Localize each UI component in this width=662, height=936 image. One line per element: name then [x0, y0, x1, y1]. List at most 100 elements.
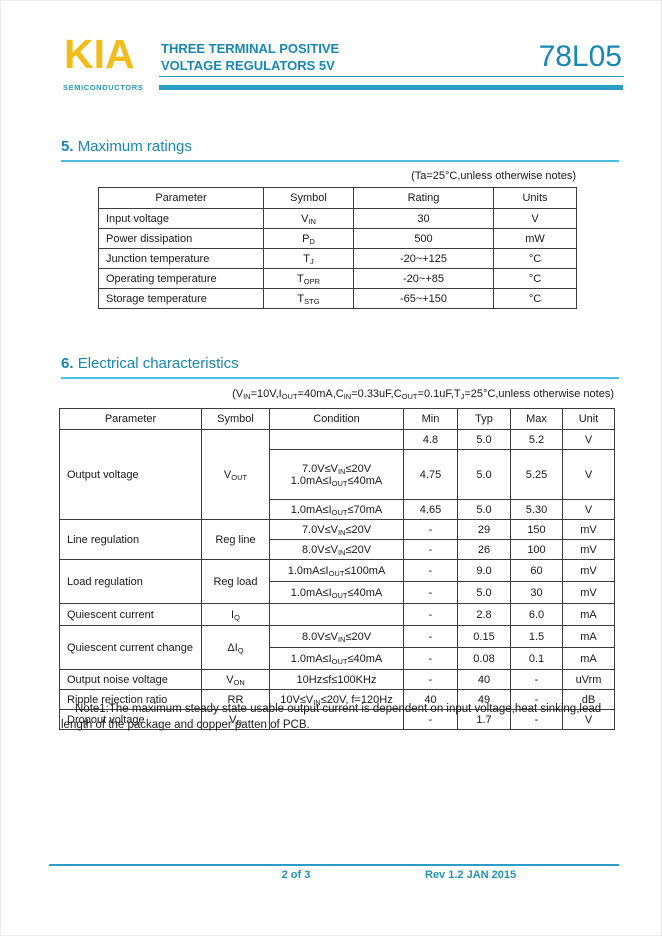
part-number: 78L05: [538, 40, 622, 73]
parameter-cell: Power dissipation: [98, 228, 264, 249]
max-cell: 5.25: [510, 449, 563, 500]
parameter-cell: Dropout voltage: [59, 709, 202, 730]
condition-cell: 10Hz≤f≤100KHz: [269, 669, 404, 690]
footer-revision: Rev 1.2 JAN 2015: [425, 869, 517, 881]
symbol-cell: PD: [263, 228, 354, 249]
table-header-row: Parameter Symbol Condition Min Typ Max U…: [59, 408, 615, 430]
table-row: Power dissipation PD 500 mW: [98, 228, 577, 249]
unit-cell: V: [562, 429, 615, 450]
unit-cell: mA: [562, 603, 615, 626]
condition-cell: [269, 429, 404, 450]
min-cell: -: [403, 625, 458, 648]
header-thin-rule: [159, 76, 624, 77]
unit-cell: V: [562, 499, 615, 520]
typ-cell: 0.15: [457, 625, 511, 648]
max-cell: 6.0: [510, 603, 563, 626]
parameter-cell: Junction temperature: [98, 248, 264, 269]
column-header-parameter: Parameter: [59, 408, 202, 430]
footer-page-number: 2 of 3: [281, 869, 311, 881]
electrical-characteristics-table: Parameter Symbol Condition Min Typ Max U…: [59, 408, 615, 730]
symbol-cell: TOPR: [263, 268, 354, 289]
max-ratings-condition-note: (Ta=25°C,unless otherwise notes): [411, 170, 576, 182]
parameter-cell: Line regulation: [59, 519, 202, 560]
parameter-cell: Input voltage: [98, 208, 264, 229]
typ-cell: 2.8: [457, 603, 511, 626]
parameter-cell: Output noise voltage: [59, 669, 202, 690]
brand-logo-subtitle: SEMICONDUCTORS: [63, 83, 144, 92]
unit-cell: mA: [562, 625, 615, 648]
max-cell: 5.30: [510, 499, 563, 520]
condition-cell: 7.0V≤VIN≤20V: [269, 519, 404, 540]
table-row: Ripple rejection ratio RR 10V≤VIN≤20V, f…: [59, 689, 615, 710]
rating-cell: -65~+150: [353, 288, 494, 309]
document-title-line1: THREE TERMINAL POSITIVE: [161, 41, 340, 56]
typ-cell: 9.0: [457, 559, 511, 582]
document-title-line2: VOLTAGE REGULATORS 5V: [161, 57, 335, 73]
max-cell: -: [510, 709, 563, 730]
units-cell: °C: [493, 268, 577, 289]
symbol-cell: IQ: [201, 603, 270, 626]
symbol-cell: ΔIQ: [201, 625, 270, 670]
max-cell: 5.2: [510, 429, 563, 450]
table-row: Line regulation Reg line 7.0V≤VIN≤20V - …: [59, 519, 615, 560]
header-thick-rule: [159, 85, 623, 90]
max-cell: -: [510, 669, 563, 690]
units-cell: mW: [493, 228, 577, 249]
condition-cell: 1.0mA≤IOUT≤100mA: [269, 559, 404, 582]
units-cell: V: [493, 208, 577, 229]
condition-cell: 1.0mA≤IOUT≤70mA: [269, 499, 404, 520]
section-number: 6.: [61, 355, 74, 372]
unit-cell: mV: [562, 581, 615, 604]
rating-cell: -20~+125: [353, 248, 494, 269]
parameter-cell: Storage temperature: [98, 288, 264, 309]
unit-cell: uVrm: [562, 669, 615, 690]
min-cell: -: [403, 581, 458, 604]
max-cell: 150: [510, 519, 563, 540]
column-header-rating: Rating: [353, 187, 494, 209]
column-header-max: Max: [510, 408, 563, 430]
min-cell: -: [403, 539, 458, 560]
min-cell: -: [403, 559, 458, 582]
table-row: 1.0mA≤IOUT≤70mA 4.65 5.0 5.30 V: [60, 499, 615, 520]
max-cell: 0.1: [510, 647, 563, 670]
column-header-condition: Condition: [269, 408, 404, 430]
typ-cell: 29: [457, 519, 511, 540]
min-cell: -: [403, 603, 458, 626]
parameter-cell: Output voltage: [59, 429, 202, 520]
min-cell: 4.65: [403, 499, 458, 520]
condition-cell: 1.0mA≤IOUT≤40mA: [269, 581, 404, 604]
symbol-cell: VIN: [263, 208, 354, 229]
units-cell: °C: [493, 248, 577, 269]
column-header-symbol: Symbol: [201, 408, 270, 430]
brand-logo: KIA: [64, 31, 135, 77]
rating-cell: 500: [353, 228, 494, 249]
symbol-cell: TJ: [263, 248, 354, 269]
column-header-min: Min: [403, 408, 458, 430]
condition-cell: 8.0V≤VIN≤20V: [269, 539, 404, 560]
parameter-cell: Load regulation: [59, 559, 202, 604]
condition-cell: [269, 603, 404, 626]
unit-cell: mV: [562, 539, 615, 560]
table-row: Junction temperature TJ -20~+125 °C: [98, 248, 577, 269]
unit-cell: V: [562, 709, 615, 730]
table-row: Input voltage VIN 30 V: [98, 208, 577, 229]
parameter-cell: Quiescent current change: [59, 625, 202, 670]
rating-cell: 30: [353, 208, 494, 229]
max-ratings-table: Parameter Symbol Rating Units Input volt…: [98, 187, 577, 309]
section-title: Maximum ratings: [77, 138, 192, 155]
symbol-cell: Reg load: [201, 559, 270, 604]
min-cell: 4.8: [403, 429, 458, 450]
table-row: 1.0mA≤IOUT≤40mA - 0.08 0.1 mA: [60, 647, 615, 670]
rating-cell: -20~+85: [353, 268, 494, 289]
column-header-typ: Typ: [457, 408, 511, 430]
unit-cell: V: [562, 449, 615, 500]
condition-cell: 1.0mA≤IOUT≤40mA: [269, 647, 404, 670]
typ-cell: 5.0: [457, 449, 511, 500]
section-heading-electrical-characteristics: 6. Electrical characteristics: [61, 355, 619, 379]
unit-cell: mV: [562, 559, 615, 582]
column-header-unit: Unit: [562, 408, 615, 430]
section-number: 5.: [61, 138, 74, 155]
symbol-cell: VOUT: [201, 429, 270, 520]
parameter-cell: Operating temperature: [98, 268, 264, 289]
typ-cell: 0.08: [457, 647, 511, 670]
